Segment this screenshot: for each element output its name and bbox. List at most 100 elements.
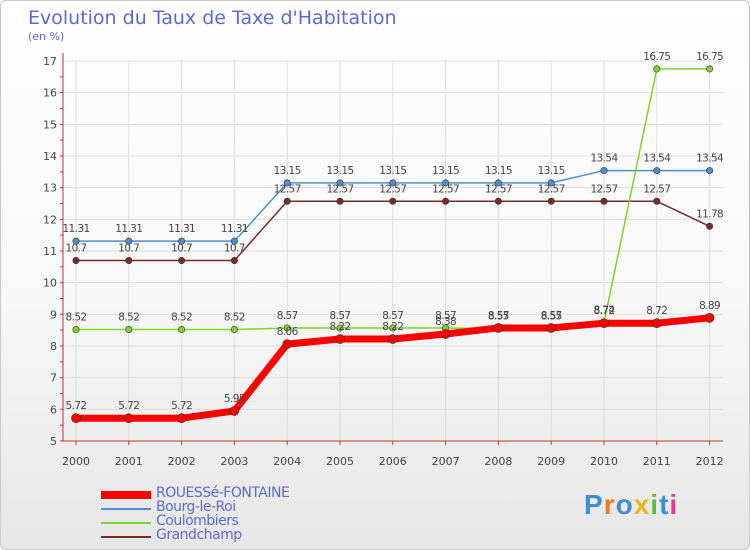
- data-label: 8.06: [277, 326, 299, 338]
- data-label: 11.31: [115, 223, 142, 235]
- y-tick-label: 10: [43, 277, 57, 290]
- data-point: [442, 179, 450, 187]
- logo-letter: o: [615, 489, 634, 520]
- data-label: 10.7: [118, 243, 139, 255]
- y-tick-label: 11: [43, 245, 57, 258]
- data-point: [125, 256, 133, 264]
- data-point: [125, 326, 133, 334]
- data-point: [336, 197, 344, 205]
- legend-item: Coulombiers: [101, 513, 351, 530]
- x-tick-label: 2005: [326, 455, 354, 468]
- data-point: [336, 324, 344, 332]
- legend-label: ROUESSé-FONTAINE: [156, 485, 290, 501]
- data-point: [706, 167, 714, 175]
- legend-item: Bourg-le-Roi: [101, 499, 351, 516]
- data-point: [440, 329, 451, 339]
- data-point: [653, 65, 661, 73]
- y-tick-label: 8: [50, 340, 57, 353]
- data-label: 8.52: [224, 312, 245, 324]
- data-point: [600, 197, 608, 205]
- data-label: 5.95: [224, 393, 245, 405]
- data-point: [389, 324, 397, 332]
- data-point: [178, 256, 186, 264]
- legend-item: Grandchamp: [101, 527, 351, 544]
- y-tick-label: 7: [50, 372, 57, 385]
- data-point: [230, 256, 238, 264]
- data-point: [706, 65, 714, 73]
- data-label: 8.38: [435, 316, 456, 328]
- data-label: 8.52: [66, 312, 87, 324]
- data-label: 12.57: [590, 183, 617, 195]
- x-tick-label: 2007: [432, 455, 460, 468]
- data-point: [71, 413, 81, 424]
- data-point: [389, 179, 397, 187]
- chart-subtitle: (en %): [28, 30, 65, 43]
- data-label: 13.15: [432, 165, 459, 177]
- data-point: [336, 179, 344, 187]
- data-point: [176, 413, 187, 424]
- legend-swatch: [101, 508, 151, 510]
- data-point: [124, 413, 134, 424]
- data-label: 5.72: [118, 400, 139, 412]
- data-label: 13.54: [643, 153, 671, 165]
- y-tick-label: 13: [43, 182, 57, 195]
- x-tick-label: 2002: [168, 455, 196, 468]
- data-label: 8.55: [488, 311, 509, 323]
- data-label: 8.57: [330, 310, 351, 322]
- x-tick-label: 2010: [590, 455, 618, 468]
- data-label: 12.57: [538, 183, 565, 195]
- data-point: [283, 179, 291, 187]
- y-tick-label: 9: [50, 308, 57, 321]
- data-label: 12.57: [643, 183, 670, 195]
- data-point: [706, 222, 714, 230]
- data-point: [283, 324, 291, 332]
- data-label: 8.57: [435, 310, 456, 322]
- data-label: 12.57: [485, 183, 512, 195]
- data-point: [230, 237, 238, 245]
- data-point: [704, 313, 715, 323]
- data-point: [178, 326, 186, 334]
- data-label: 12.57: [432, 183, 459, 195]
- data-point: [72, 256, 80, 264]
- data-label: 8.22: [382, 321, 403, 333]
- data-point: [283, 197, 291, 205]
- data-point: [599, 318, 609, 329]
- proxiti-logo: Proxiti: [584, 489, 678, 521]
- data-point: [442, 197, 450, 205]
- data-point: [125, 237, 133, 245]
- data-label: 10.7: [66, 243, 87, 255]
- y-tick-label: 16: [43, 87, 57, 100]
- legend-label: Bourg-le-Roi: [156, 499, 236, 515]
- data-label: 8.22: [330, 321, 351, 333]
- data-label: 8.57: [488, 310, 509, 322]
- y-tick-label: 5: [50, 435, 57, 448]
- data-point: [494, 197, 502, 205]
- data-label: 13.15: [379, 165, 406, 177]
- data-label: 13.15: [326, 165, 353, 177]
- data-label: 16.75: [696, 51, 723, 63]
- logo-letter: r: [603, 489, 616, 520]
- logo-letter: P: [584, 489, 604, 520]
- data-label: 8.52: [171, 312, 192, 324]
- data-point: [494, 179, 502, 187]
- data-label: 11.31: [168, 223, 195, 235]
- x-tick-label: 2003: [220, 455, 248, 468]
- data-label: 8.72: [594, 305, 615, 317]
- data-point: [335, 334, 345, 344]
- y-tick-label: 6: [50, 403, 57, 416]
- data-label: 5.72: [66, 400, 87, 412]
- data-point: [72, 237, 80, 245]
- legend-swatch: [101, 491, 151, 499]
- logo-letter: t: [659, 489, 670, 520]
- legend-swatch: [101, 522, 151, 524]
- data-label: 8.57: [382, 310, 403, 322]
- data-label: 13.15: [538, 165, 565, 177]
- data-point: [651, 318, 662, 329]
- legend-item: ROUESSé-FONTAINE: [101, 485, 351, 502]
- data-point: [72, 326, 80, 334]
- data-point: [229, 406, 240, 416]
- data-label: 13.15: [485, 165, 512, 177]
- data-label: 8.52: [118, 312, 139, 324]
